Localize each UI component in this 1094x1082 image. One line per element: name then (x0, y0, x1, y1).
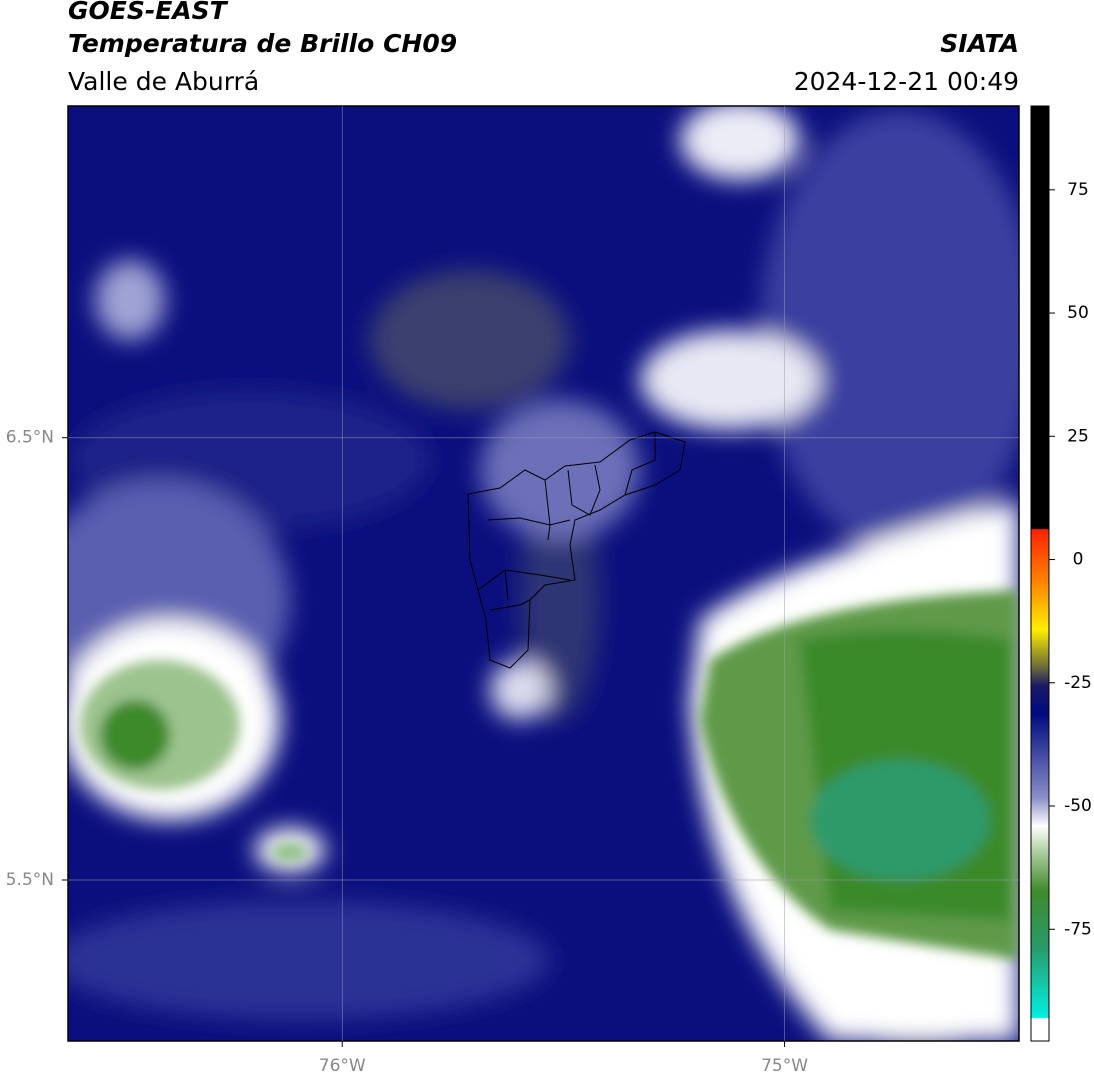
colorbar-tick-label: -25 (1064, 673, 1092, 693)
y-tick-label: 6.5°N (6, 428, 54, 448)
map-frame (67, 105, 1020, 1042)
x-tick-label: 76°W (319, 1056, 366, 1076)
satellite-field (68, 106, 1019, 1041)
subtitle: Temperatura de Brillo CH09 (68, 29, 457, 58)
timestamp: 2024-12-21 00:49 (794, 67, 1019, 96)
colorbar-tick-label: 50 (1067, 303, 1089, 323)
y-tick-label: 5.5°N (6, 870, 54, 890)
source: SIATA (940, 29, 1019, 58)
municipal-boundaries (467, 431, 686, 669)
x-tick-label: 75°W (761, 1056, 808, 1076)
colorbar-tick-label: -50 (1064, 796, 1092, 816)
title: GOES-EAST (68, 0, 229, 25)
colorbar (1030, 105, 1050, 1042)
colorbar-tick-label: 0 (1073, 550, 1084, 570)
colorbar-tick-label: 25 (1067, 426, 1089, 446)
colorbar-tick-label: -75 (1064, 919, 1092, 939)
region: Valle de Aburrá (68, 67, 259, 96)
colorbar-tick-label: 75 (1067, 180, 1089, 200)
